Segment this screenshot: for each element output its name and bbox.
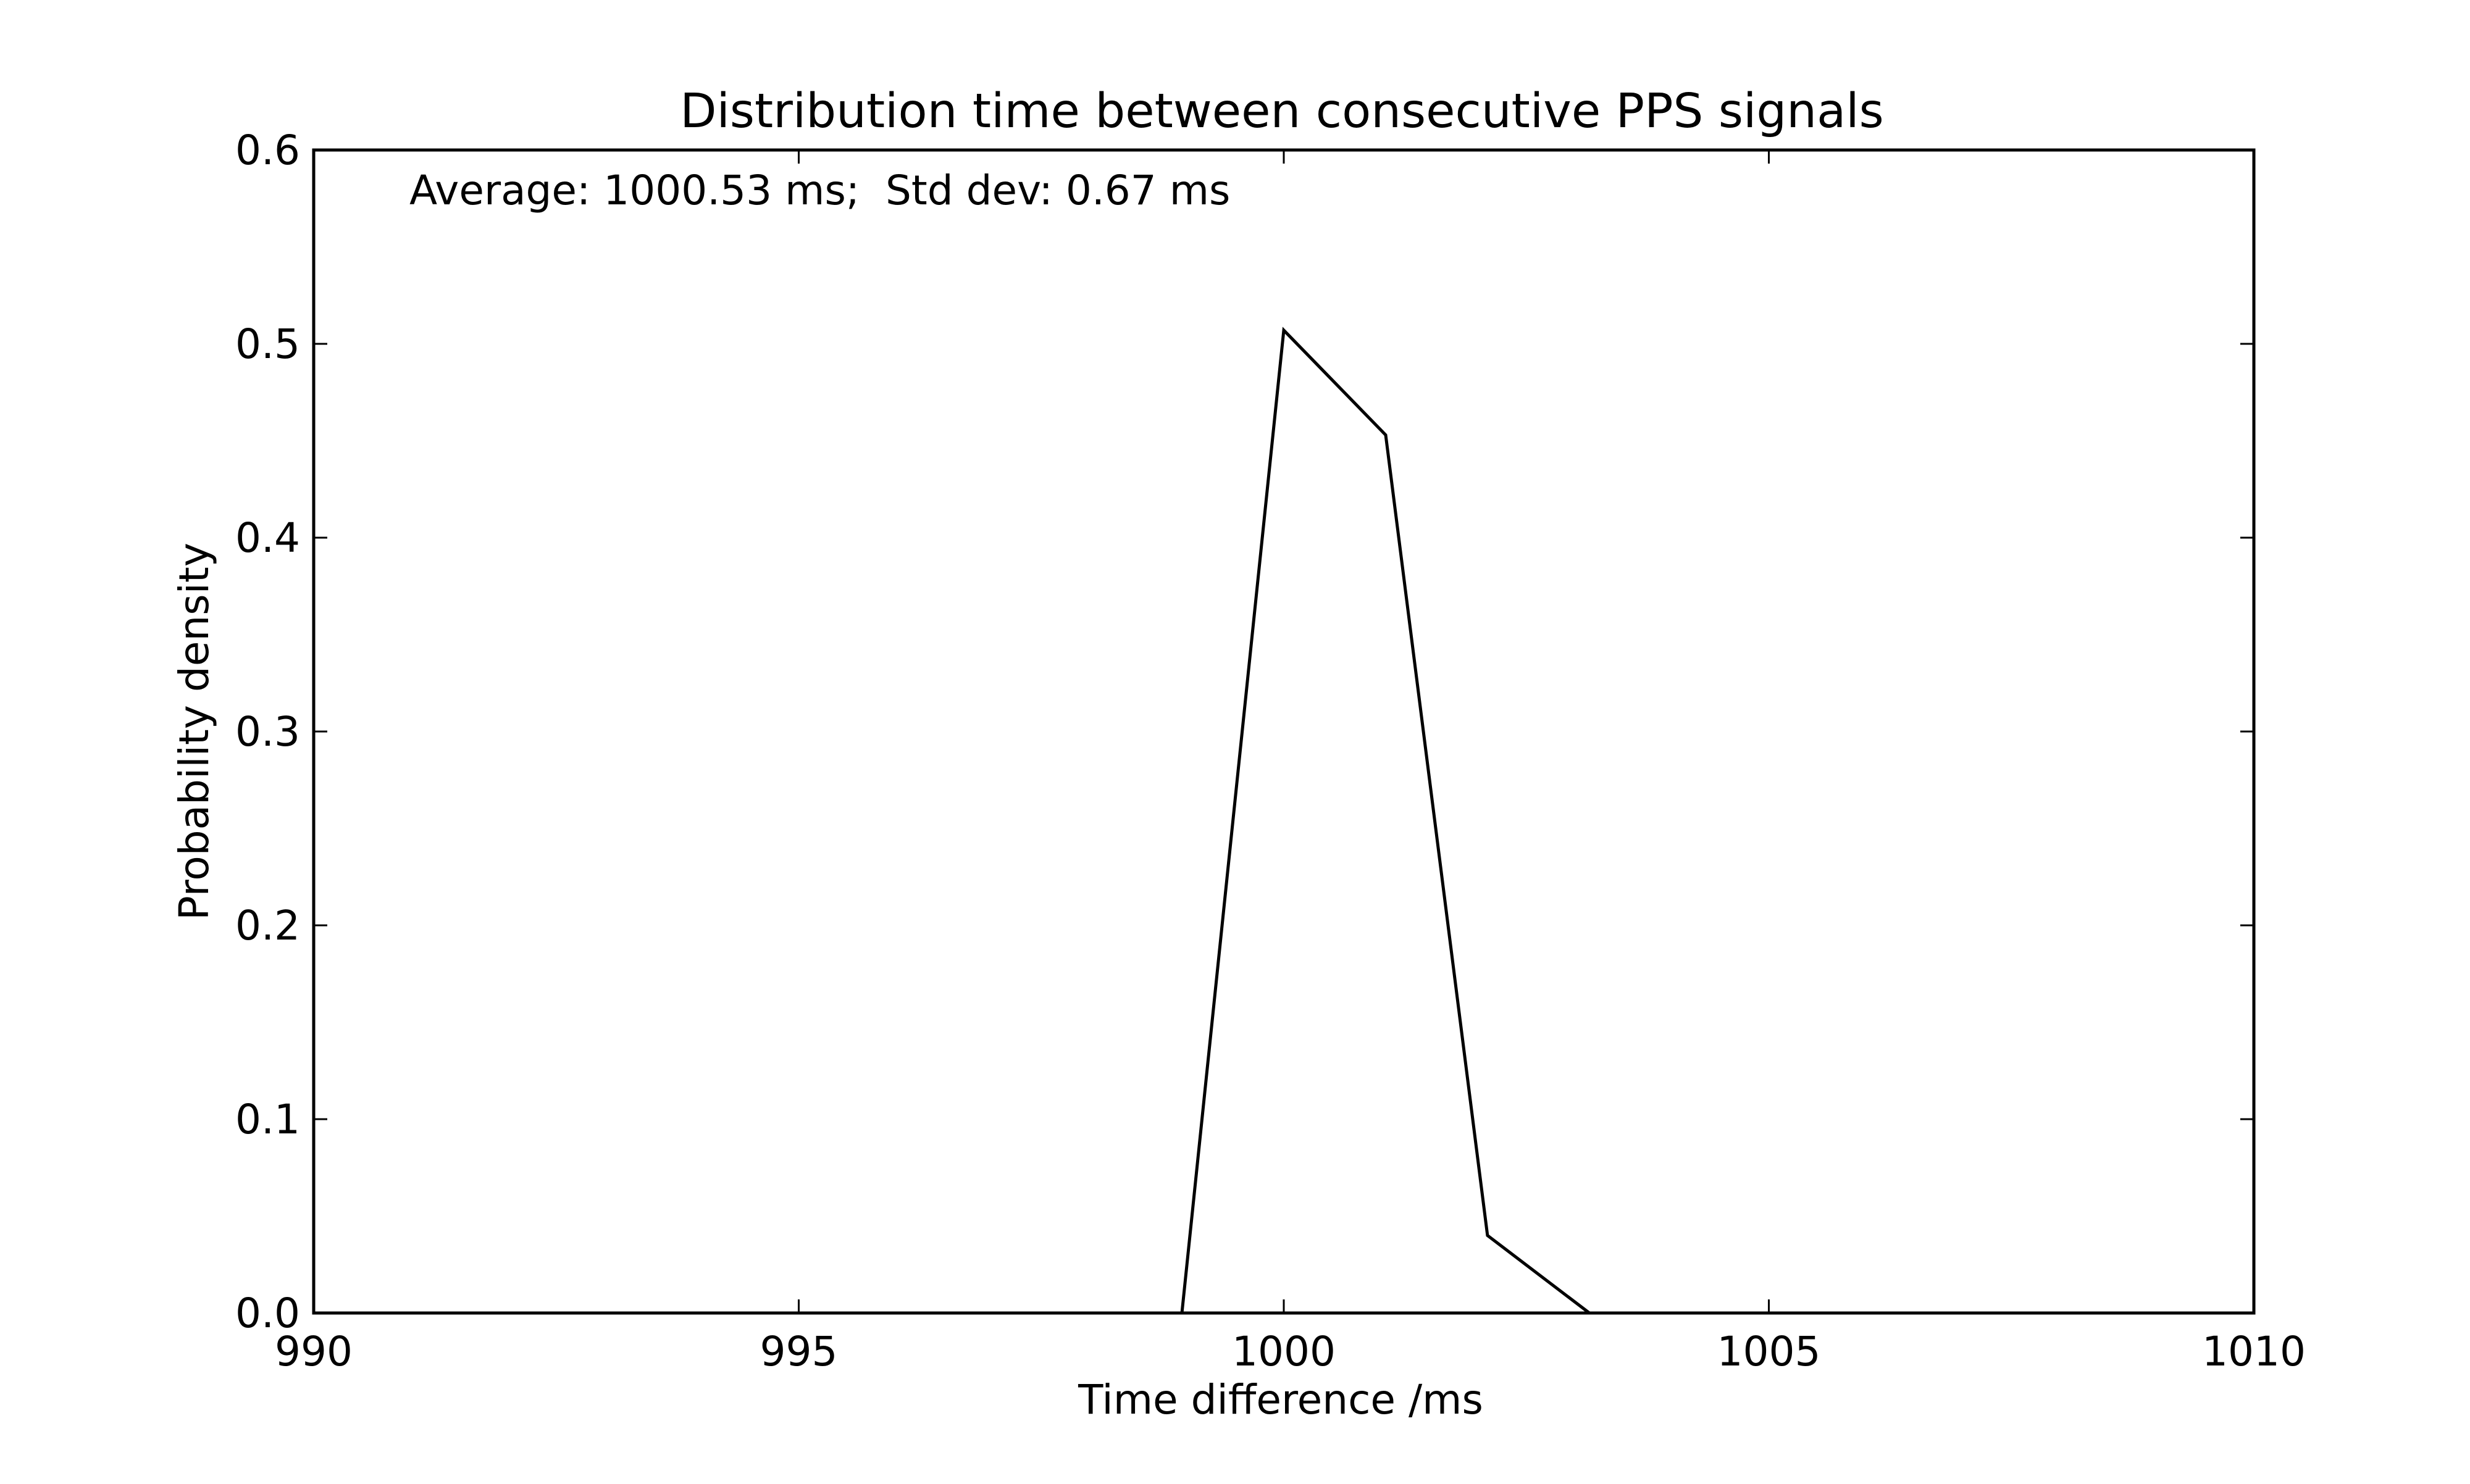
y-tick-label: 0.0 bbox=[235, 1290, 300, 1337]
x-axis-label: Time difference /ms bbox=[1078, 1376, 1483, 1424]
series-line-0 bbox=[314, 327, 2254, 1315]
plot-frame bbox=[312, 148, 2256, 1315]
y-tick-label: 0.1 bbox=[235, 1096, 300, 1143]
x-tick-label: 990 bbox=[275, 1328, 353, 1375]
y-axis-label: Probability density bbox=[170, 543, 218, 920]
x-tick-label: 1005 bbox=[1717, 1328, 1821, 1375]
y-tick-label: 0.6 bbox=[235, 127, 300, 174]
y-tick-label: 0.4 bbox=[235, 514, 300, 562]
y-tick-label: 0.5 bbox=[235, 320, 300, 368]
chart-marks: 990 995 1000 1005 1010 0.0 0.1 0.2 0.3 0.4 0.5 0.6 bbox=[235, 127, 2306, 1375]
x-tick-label: 1010 bbox=[2202, 1328, 2306, 1375]
stats-annotation: Average: 1000.53 ms; Std dev: 0.67 ms bbox=[409, 167, 1230, 214]
y-tick-label: 0.2 bbox=[235, 902, 300, 949]
y-tick-label: 0.3 bbox=[235, 708, 300, 756]
x-tick-label: 995 bbox=[760, 1328, 838, 1375]
x-tick-label: 1000 bbox=[1232, 1328, 1336, 1375]
chart-title: Distribution time between consecutive PP… bbox=[680, 84, 1884, 139]
